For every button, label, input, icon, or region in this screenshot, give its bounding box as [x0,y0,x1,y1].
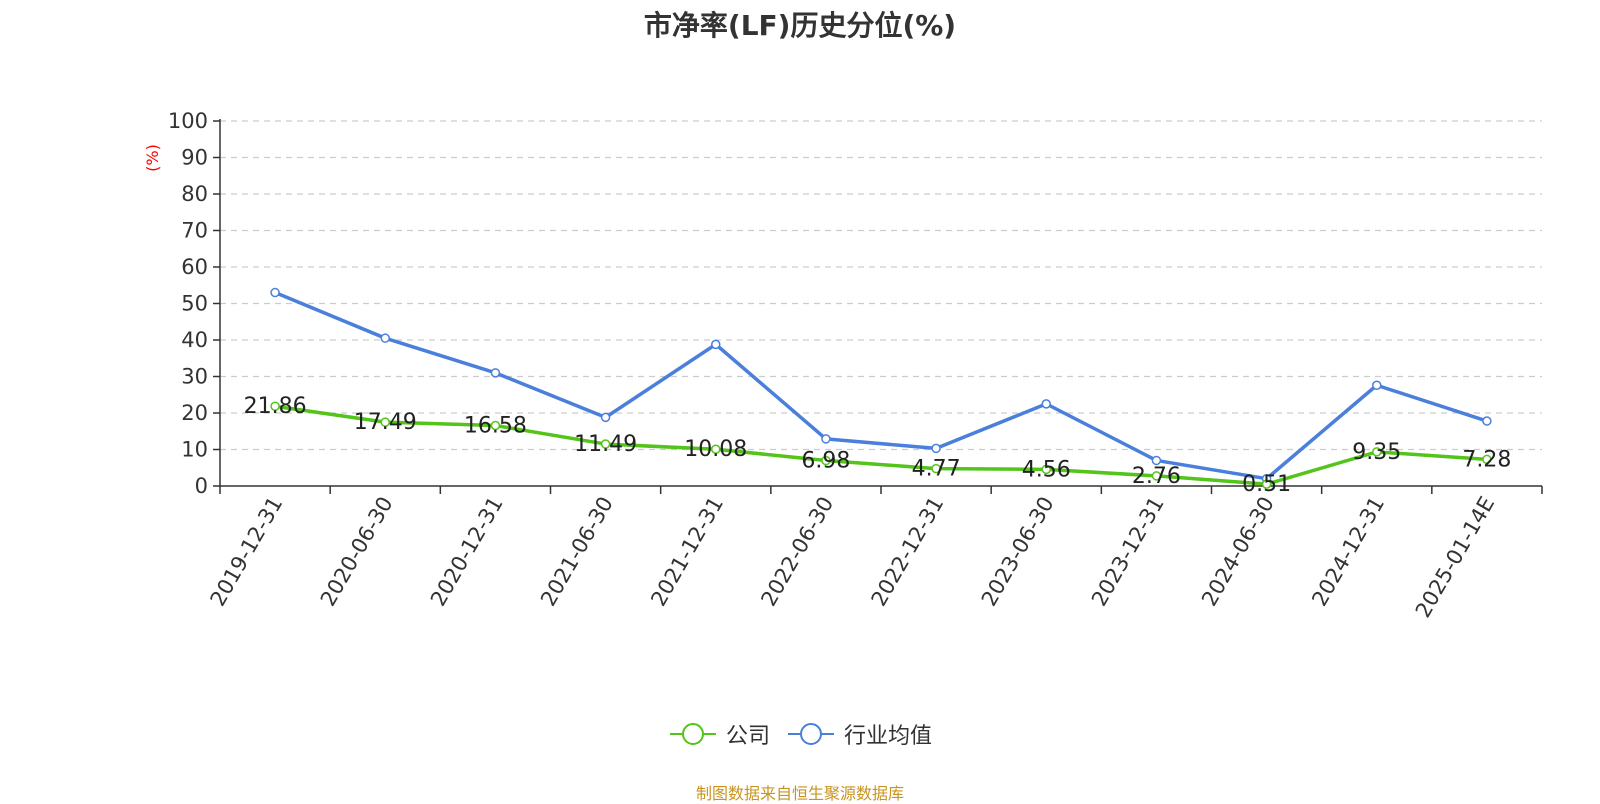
data-point [1261,479,1272,489]
data-point [1482,454,1492,465]
data-point [380,417,390,427]
data-label: 4.56 [1022,457,1071,482]
data-label: 2.76 [1132,464,1181,489]
data-point [1372,380,1382,391]
data-point [1041,399,1051,409]
x-tick-label: 2020-06-30 [316,493,398,611]
data-point [270,401,280,411]
legend-label: 行业均值 [844,724,933,749]
data-point [600,439,611,449]
legend-item-1[interactable]: 行业均值 [786,718,932,750]
data-point [821,434,831,444]
legend-line-marker-icon [788,723,834,745]
data-point [490,420,501,431]
x-tick-label: 2023-06-30 [977,493,1059,611]
y-tick-label: 60 [181,255,208,279]
data-point [1482,416,1492,426]
legend-label: 公司 [725,724,770,749]
y-tick-label: 0 [195,474,208,498]
series-line [274,404,1488,486]
y-tick-label: 50 [181,292,208,316]
x-tick-label: 2021-06-30 [536,493,618,611]
data-labels: 21.86 17.49 16.58 11.49 10.08 6.98 4.77 4.56 2.7… [244,394,1512,497]
data-point [270,287,280,298]
legend-item-0[interactable]: 公司 [668,718,770,750]
x-tick-label: 2024-06-30 [1197,493,1279,611]
y-axis-label: (%) [143,144,162,172]
y-tick-label: 40 [181,328,208,352]
x-tick-label: 2019-12-31 [206,493,288,611]
data-label: 10.08 [684,437,747,462]
x-tick-label: 2023-12-31 [1087,493,1169,611]
data-label: 4.77 [912,457,961,482]
x-tick-label: 2021-12-31 [646,493,728,611]
data-label: 7.28 [1462,447,1511,472]
data-point [711,339,721,350]
data-point [1151,471,1162,481]
data-point [380,333,390,343]
series-1 [270,287,1492,484]
data-point [490,368,501,378]
axes: 0 10 20 30 40 50 60 70 80 90 100 2019-12-31 2020-06-… [168,109,1543,622]
y-tick-label: 90 [181,146,208,170]
data-point [1041,464,1051,475]
x-tick-label: 2022-06-30 [756,493,838,611]
x-tick-label: 2020-12-31 [426,492,508,610]
y-tick-label: 100 [168,109,208,133]
data-point [600,412,611,423]
y-tick-label: 20 [181,401,208,425]
data-label: 16.58 [464,413,527,438]
data-label: 11.49 [574,432,637,457]
data-point [1372,447,1382,457]
x-tick-label: 2024-12-31 [1307,493,1389,611]
data-label: 21.86 [244,394,307,419]
data-point [931,463,941,474]
legend: 公司 行业均值 [0,718,1600,753]
legend-line-marker-icon [669,723,716,745]
data-point [1151,455,1162,466]
y-tick-label: 30 [181,365,208,389]
data-label: 9.35 [1352,440,1401,465]
data-point [711,444,721,454]
series [270,287,1492,489]
y-tick-label: 70 [181,219,208,243]
y-tick-label: 10 [181,438,208,462]
data-point [821,455,831,466]
data-point [931,443,941,454]
x-tick-label: 2025-01-14E [1411,493,1499,622]
series-0 [270,401,1492,489]
data-label: 0.51 [1242,472,1291,497]
source-note: 制图数据来自恒生聚源数据库 [695,784,904,803]
gridlines [220,120,1542,451]
chart-title: 市净率(LF)历史分位(%) [643,9,957,42]
data-label: 6.98 [801,449,850,474]
data-label: 17.49 [354,410,417,435]
series-line [274,290,1488,481]
y-tick-label: 80 [181,182,208,206]
x-tick-label: 2022-12-31 [867,492,949,610]
